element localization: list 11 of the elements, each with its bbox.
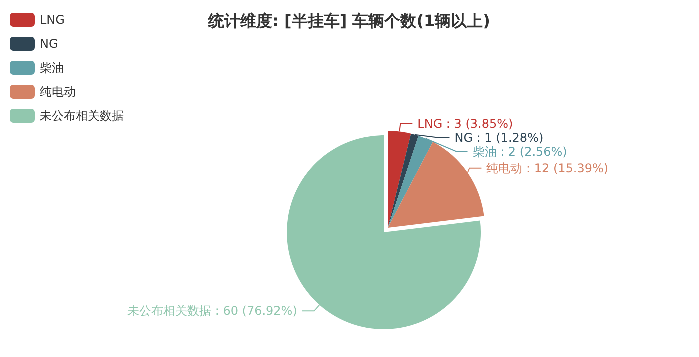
legend-label: NG — [40, 37, 58, 51]
data-label: LNG : 3 (3.85%) — [418, 116, 514, 131]
data-label: NG : 1 (1.28%) — [454, 130, 544, 145]
legend-label: LNG — [40, 13, 65, 27]
data-label: 柴油 : 2 (2.56%) — [472, 144, 568, 159]
data-label: 纯电动 : 12 (15.39%) — [486, 161, 609, 176]
data-label: 未公布相关数据 : 60 (76.92%) — [128, 304, 298, 318]
legend-label: 纯电动 — [40, 85, 76, 99]
legend-label: 未公布相关数据 — [40, 109, 124, 123]
legend-label: 柴油 — [40, 61, 64, 75]
chart-title: 统计维度: [半挂车] 车辆个数(1辆以上) — [208, 12, 490, 30]
